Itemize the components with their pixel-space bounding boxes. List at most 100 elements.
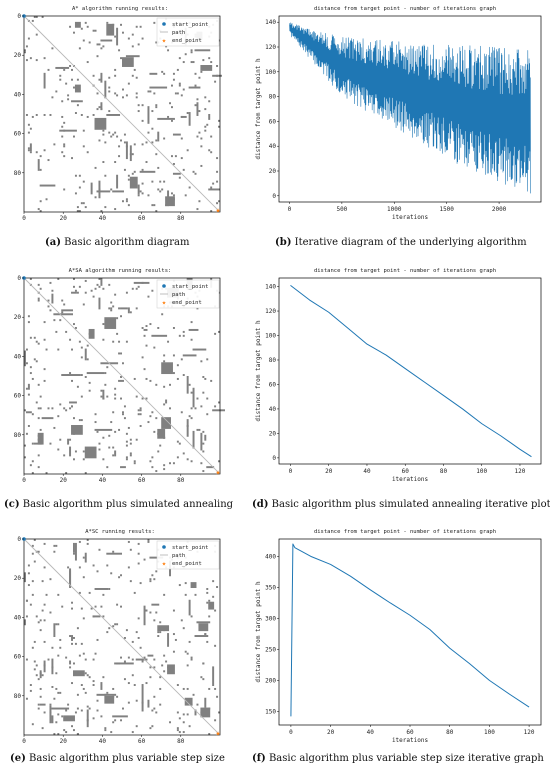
y-tick-label: 60 xyxy=(269,381,277,388)
obstacle-cell xyxy=(55,330,58,333)
x-tick-label: 80 xyxy=(177,738,185,745)
obstacle-cell xyxy=(135,631,138,634)
obstacle-cell xyxy=(141,182,144,185)
obstacle-cell xyxy=(200,360,203,363)
obstacle-cell xyxy=(92,717,95,720)
obstacle-cell xyxy=(208,733,211,735)
obstacle-cell xyxy=(102,615,105,618)
obstacle-cell xyxy=(125,94,128,97)
obstacle-cell xyxy=(116,317,119,320)
x-tick-label: 100 xyxy=(476,468,487,475)
obstacle-cell xyxy=(41,609,44,612)
obstacle-cell xyxy=(43,566,46,569)
obstacle-cell xyxy=(202,442,205,445)
obstacle-cell xyxy=(94,652,97,655)
obstacle-cell xyxy=(141,192,144,195)
obstacle-cell xyxy=(31,377,34,380)
obstacle-cell xyxy=(53,733,56,735)
y-tick-label: 20 xyxy=(269,168,277,175)
obstacle-cell xyxy=(78,47,81,50)
obstacle-block xyxy=(71,425,83,435)
obstacle-cell xyxy=(94,29,97,32)
obstacle-cell xyxy=(116,695,119,698)
obstacle-cell xyxy=(31,442,34,445)
obstacle-cell xyxy=(123,637,126,639)
obstacle-cell xyxy=(129,454,132,457)
obstacle-cell xyxy=(172,372,175,375)
obstacle-cell xyxy=(63,454,66,457)
obstacle-cell xyxy=(214,687,217,690)
obstacles xyxy=(24,539,220,735)
obstacle-cell xyxy=(194,72,197,75)
obstacle-cell xyxy=(206,397,209,400)
obstacle-cell xyxy=(39,210,42,212)
obstacle-cell xyxy=(137,562,140,565)
obstacle-cell xyxy=(35,615,38,618)
obstacle-cell xyxy=(149,676,152,679)
obstacle-cell xyxy=(120,139,122,142)
obstacle-cell xyxy=(159,687,162,690)
obstacle-cell xyxy=(159,444,162,447)
legend-start-label: start_point xyxy=(172,22,208,28)
obstacle-bar xyxy=(114,662,134,665)
obstacle-cell xyxy=(125,340,128,343)
obstacle-cell xyxy=(190,615,193,618)
obstacle-cell xyxy=(202,662,205,665)
obstacle-bar xyxy=(37,159,40,171)
obstacle-cell xyxy=(80,356,83,359)
obstacle-bar xyxy=(49,705,52,724)
obstacle-cell xyxy=(71,642,73,645)
obstacle-cell xyxy=(153,658,156,661)
obstacle-cell xyxy=(163,593,166,596)
obstacle-cell xyxy=(182,168,185,171)
obstacle-cell xyxy=(190,61,193,64)
obstacle-cell xyxy=(71,348,73,351)
obstacle-cell xyxy=(33,660,36,663)
obstacle-cell xyxy=(206,588,209,590)
obstacle-cell xyxy=(80,114,83,116)
obstacle-cell xyxy=(147,90,150,93)
obstacle-cell xyxy=(25,432,28,435)
x-tick-label: 40 xyxy=(367,729,375,736)
obstacle-block xyxy=(84,446,97,459)
obstacle-bar xyxy=(98,297,101,310)
obstacle-cell xyxy=(172,462,175,465)
obstacle-bar xyxy=(137,184,140,195)
obstacle-cell xyxy=(118,340,121,343)
obstacle-cell xyxy=(141,356,144,359)
obstacle-cell xyxy=(176,68,179,71)
obstacle-cell xyxy=(29,366,32,369)
path-line xyxy=(23,538,219,734)
obstacle-cell xyxy=(153,204,156,207)
y-tick-label: 60 xyxy=(14,393,22,400)
obstacle-cell xyxy=(92,680,95,683)
legend-start-label: start_point xyxy=(172,284,208,290)
obstacle-cell xyxy=(200,462,203,465)
obstacle-cell xyxy=(31,19,34,22)
y-tick-label: 80 xyxy=(14,170,22,177)
obstacle-cell xyxy=(88,381,91,384)
obstacle-cell xyxy=(198,76,201,79)
obstacle-cell xyxy=(208,57,211,60)
obstacle-bar xyxy=(172,172,181,175)
obstacle-cell xyxy=(169,383,171,386)
obstacle-cell xyxy=(96,43,99,46)
obstacle-cell xyxy=(182,330,185,333)
obstacle-cell xyxy=(96,638,99,641)
obstacle-cell xyxy=(190,460,193,463)
obstacle-cell xyxy=(92,29,95,32)
obstacle-cell xyxy=(98,285,101,288)
obstacle-cell xyxy=(100,210,103,212)
obstacle-cell xyxy=(210,379,213,382)
obstacle-cell xyxy=(63,303,66,306)
obstacle-cell xyxy=(61,715,64,718)
obstacle-cell xyxy=(137,617,140,620)
obstacle-cell xyxy=(82,303,85,306)
obstacle-cell xyxy=(153,21,156,24)
obstacle-cell xyxy=(76,206,79,209)
legend-end-label: end_point xyxy=(172,561,202,567)
obstacle-cell xyxy=(61,100,64,103)
grid-c-title: A*SA algorithm running results: xyxy=(68,268,172,274)
obstacle-cell xyxy=(92,684,95,686)
